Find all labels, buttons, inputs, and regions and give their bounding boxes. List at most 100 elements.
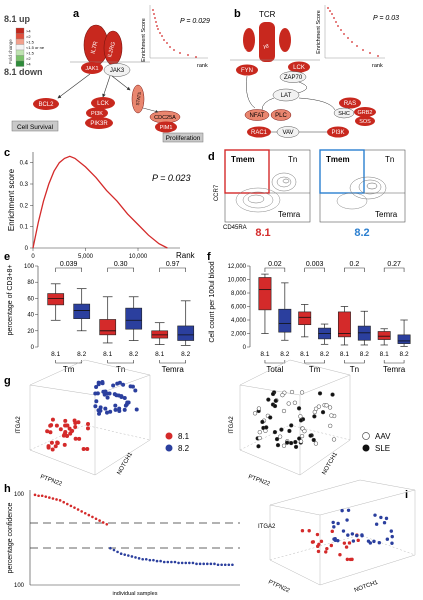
scatter-point-i-red (329, 543, 334, 548)
gsea-a-point (155, 21, 157, 23)
edge-fyn-nfat (246, 75, 256, 109)
scatter-point-sle (284, 440, 290, 445)
box-ytick-label: 80 (27, 280, 34, 286)
scatter-point-sle (287, 428, 292, 434)
lat-node (272, 88, 300, 102)
nfat-label: NFAT (250, 113, 265, 119)
scatter-point-8-2 (133, 388, 138, 393)
il7r-label: IL7R (90, 40, 99, 54)
group-label: Tm (63, 365, 75, 374)
c-xtick-label: 0 (31, 254, 35, 260)
gsea-b-point (343, 33, 345, 35)
scatter-point-i-blue (331, 520, 335, 525)
scatter-point-8-1 (49, 423, 54, 428)
scatter-point-8-2 (113, 407, 118, 412)
group-bracket (304, 360, 325, 364)
panel-letter-a: a (73, 8, 80, 20)
pvalue-label: 0.97 (166, 261, 180, 268)
tcr-center-chain (259, 22, 275, 62)
group-bracket (107, 360, 134, 364)
pik3r-label: PIK3R (90, 121, 108, 127)
scatter-point-aav (299, 433, 305, 439)
confidence-point-8-1 (83, 511, 87, 515)
c-xtick-label: 5,000 (78, 254, 94, 260)
c-yticks: 0.4 0.3 0.2 0.1 0 (20, 161, 33, 252)
panel-letter-i: i (405, 489, 408, 501)
gsea-b-point (327, 7, 329, 9)
g-right-yaxis-label: ITGA2 (229, 416, 235, 434)
h-xlabel: individual samples (113, 591, 158, 597)
box-body (151, 330, 169, 339)
scatter-point-aav (286, 401, 291, 406)
group-label: Temra (162, 365, 185, 374)
scatter-point-sle (312, 414, 317, 419)
scatter-point-8-1 (85, 426, 90, 431)
scatter-point-sle (270, 391, 276, 397)
box-ytick-label: 4,000 (231, 318, 247, 324)
panel-a: a 8.1 up >4>2>1.5<1.5 or ne>1.5>2>4 Fold… (4, 5, 210, 143)
scatter-point-i-blue (350, 532, 355, 536)
box-sub-label: 8.1 (103, 351, 112, 358)
tmem-label-8-1: Tmem (231, 155, 255, 164)
confidence-point-8-1 (101, 521, 105, 524)
scatter-point-8-2 (122, 407, 127, 412)
scatter-point-8-2 (101, 389, 106, 394)
group-label: Tn (350, 365, 359, 374)
lck-node-b (288, 61, 310, 73)
pik3r-node (85, 117, 113, 129)
box-ytick-label: 0 (31, 345, 35, 351)
scatter-point-aav (281, 408, 287, 414)
scatter-point-8-2 (116, 393, 121, 398)
scatter-point-i-blue (390, 534, 394, 539)
group-bracket (264, 360, 286, 364)
g-right-zaxis-label: NOTCH1 (322, 451, 340, 476)
scatter-point-sle (308, 433, 313, 438)
cell-survival-label: Cell Survival (17, 124, 54, 131)
legend-swatch (15, 27, 25, 34)
box-sub-label: 8.2 (360, 351, 369, 358)
scatter-point-8-2 (94, 399, 99, 404)
scatter-point-aav (324, 403, 329, 408)
scatter-point-sle (268, 415, 273, 420)
tcr-title: TCR (259, 10, 276, 19)
scatter-point-i-blue (389, 529, 394, 533)
box-sub-label: 8.1 (340, 351, 349, 358)
bcl2-label: BCL2 (38, 102, 54, 108)
scatter-point-8-2 (100, 380, 105, 385)
scatter-point-8-1 (64, 423, 69, 428)
contours-8-2 (336, 176, 387, 210)
scatter-point-sle (264, 425, 269, 430)
panel-letter-g: g (4, 375, 11, 387)
pvalue-bracket (344, 267, 365, 272)
box-ytick-label: 100 (24, 264, 35, 270)
confidence-point-8-2 (173, 560, 177, 564)
scatter-point-aav (289, 389, 295, 395)
legend-swatch-label: >1.5 (26, 40, 35, 45)
box-body (125, 307, 143, 330)
box-sub-label: 8.2 (77, 351, 86, 358)
scatter-point-aav (281, 443, 287, 448)
pvalue-bracket (264, 267, 286, 272)
legend-swatch (15, 33, 25, 40)
legend-swatch (15, 60, 25, 67)
confidence-point-8-2 (231, 563, 234, 567)
scatter-point-8-2 (105, 391, 110, 396)
box-ytick-label: 0 (243, 345, 247, 351)
h-ytick-bottom: 100 (14, 583, 25, 589)
confidence-point-8-2 (130, 555, 134, 558)
sos-node (355, 116, 375, 126)
confidence-point-8-1 (37, 494, 40, 498)
confidence-point-8-1 (76, 508, 80, 511)
scatter-point-aav (302, 429, 307, 434)
temra-label-8-1: Temra (278, 210, 301, 219)
legend-sle-label: SLE (375, 444, 390, 453)
confidence-point-8-2 (141, 557, 144, 561)
h-ytick-top: 100 (14, 492, 25, 498)
group-bracket (383, 360, 405, 364)
panel-e: e 100 80 60 40 20 0 8.1 8.2 8.1 8.2 8.1 8.2 0.039 Tm 0… (4, 251, 195, 374)
scatter-point-i-blue (379, 515, 383, 520)
panel-b: b TCR ε γδ LCK FYN ZAP70 LAT NFAT PLC RA… (230, 5, 399, 138)
confidence-point-8-2 (152, 558, 155, 562)
scatter-point-8-1 (76, 420, 81, 425)
panel-letter-b: b (234, 8, 241, 20)
